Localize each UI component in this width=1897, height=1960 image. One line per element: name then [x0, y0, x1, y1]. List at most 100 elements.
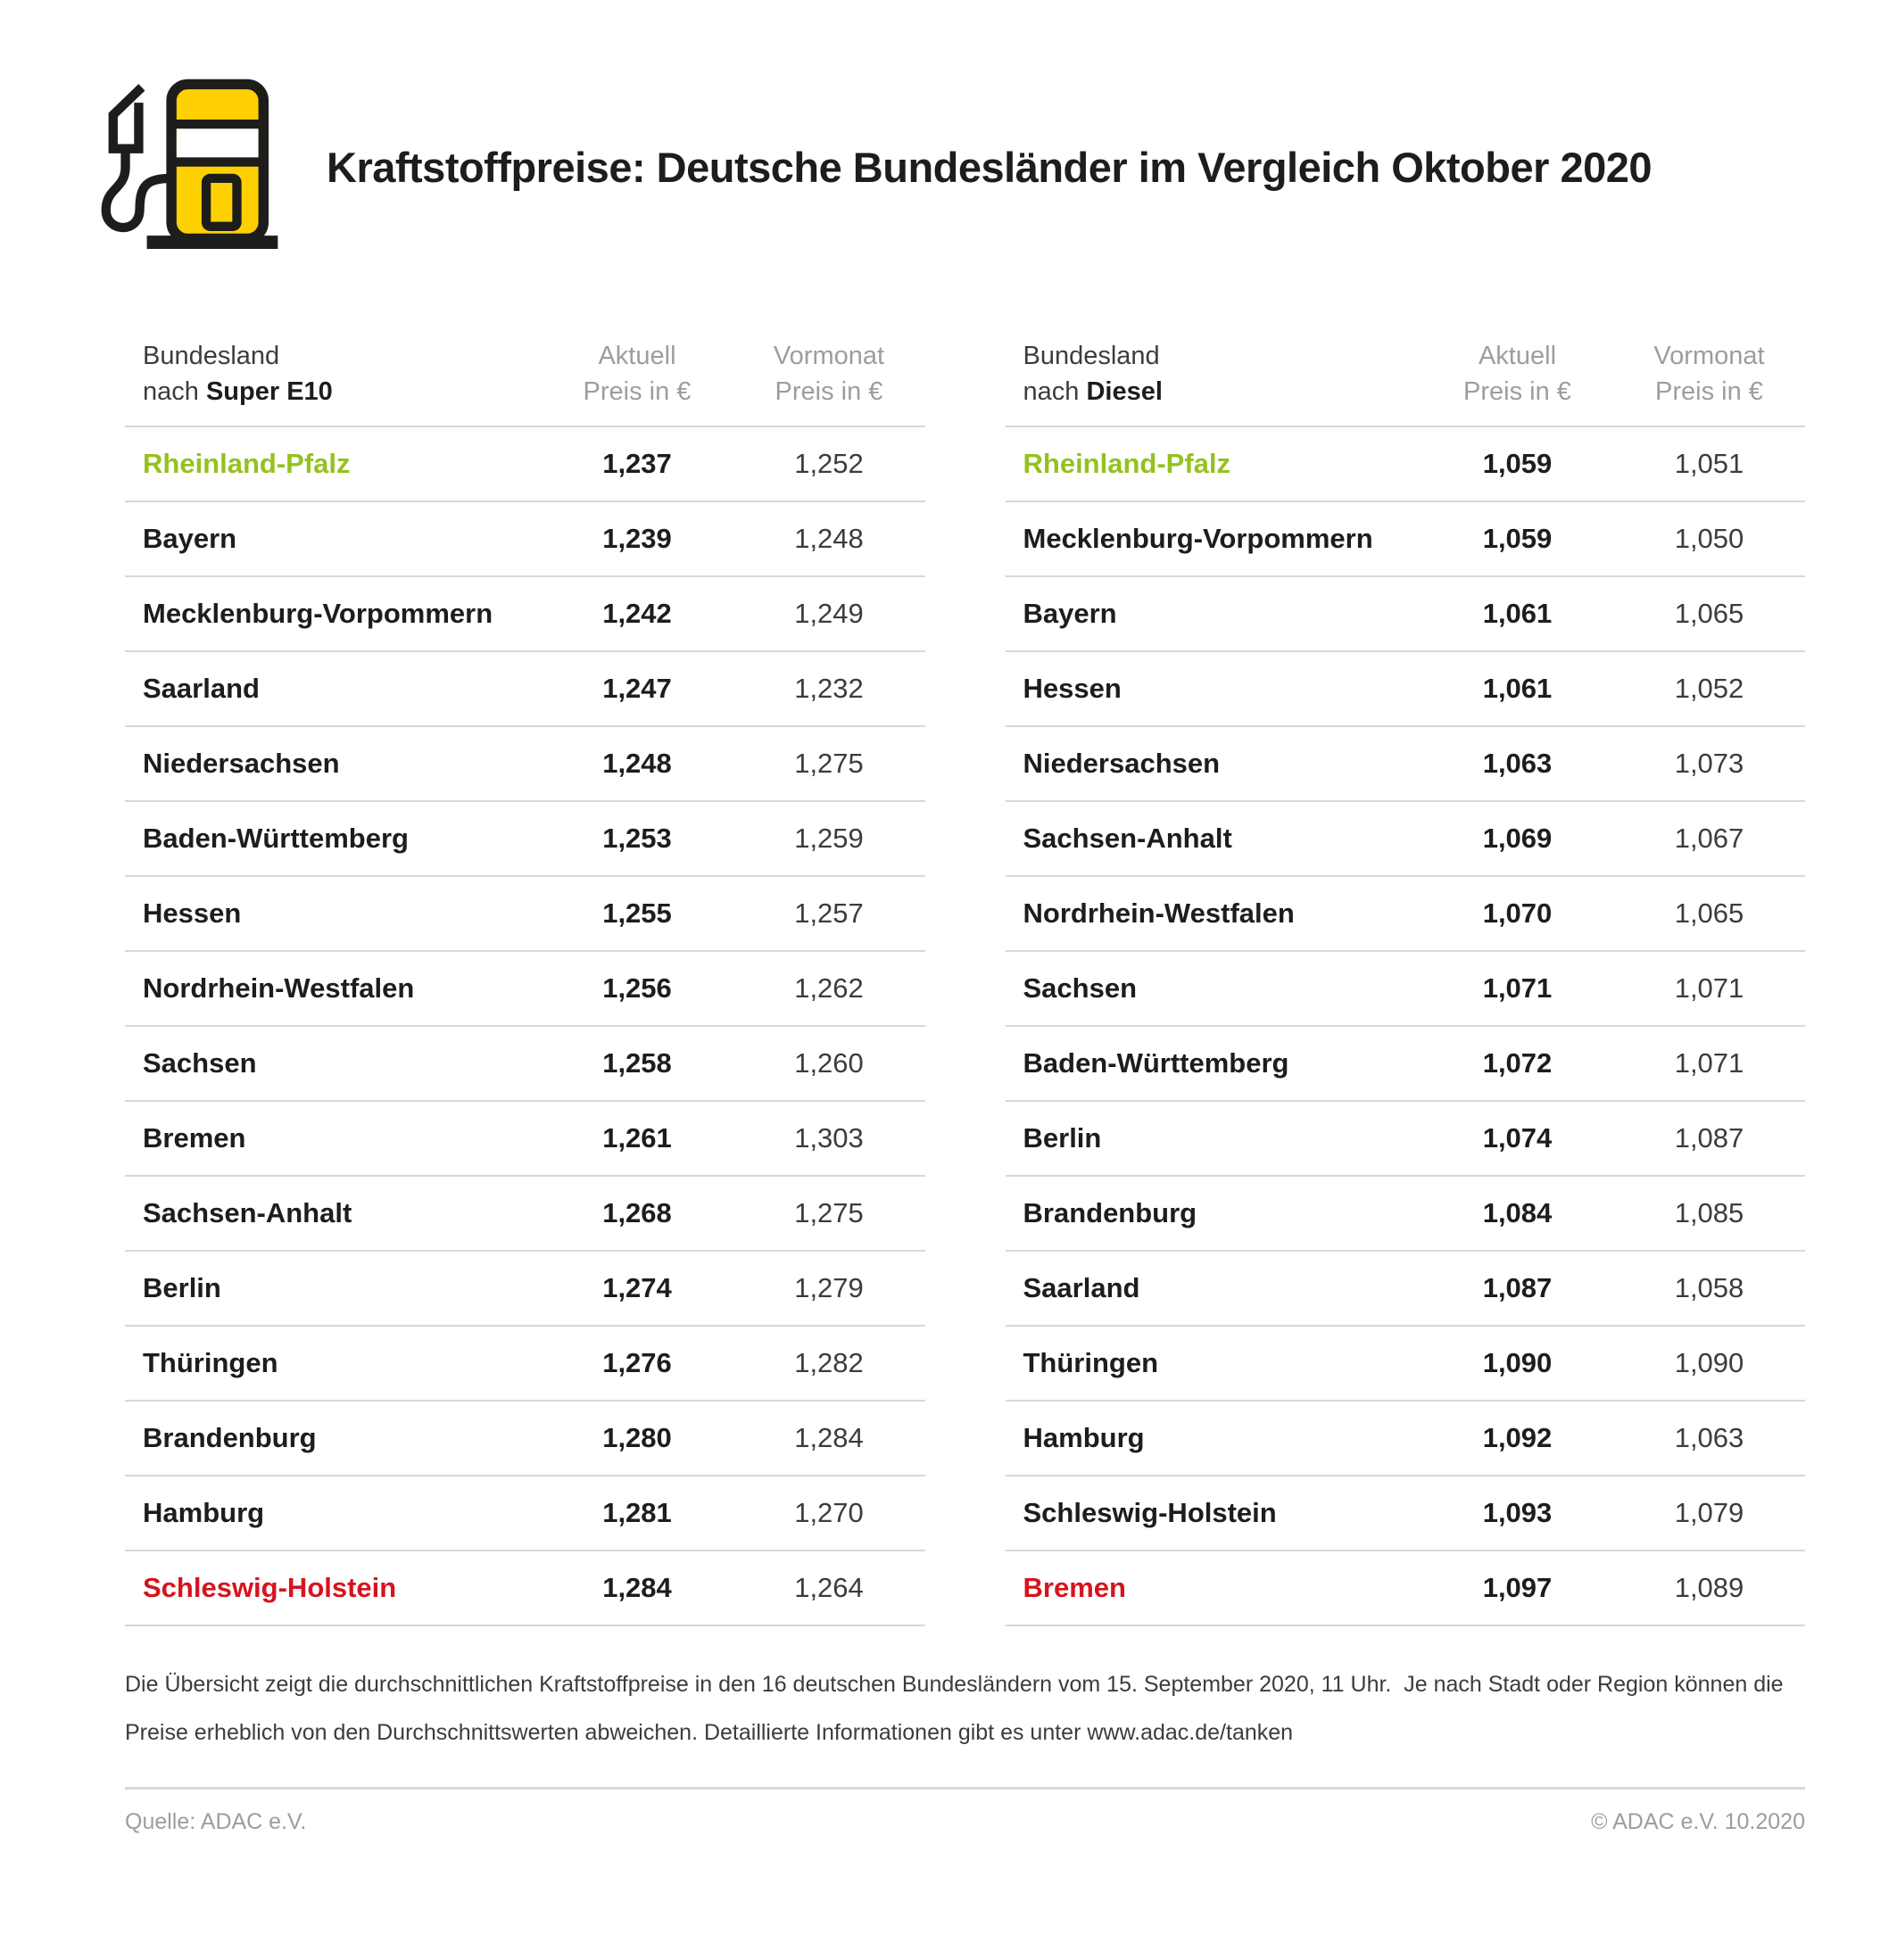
table-row: Thüringen 1,090 1,090	[1005, 1327, 1805, 1402]
row-vormonat-value: 1,257	[794, 897, 864, 929]
table-diesel-body: Rheinland-Pfalz 1,059 1,051 Mecklenburg-…	[1005, 427, 1805, 1626]
table-row: Hamburg 1,281 1,270	[125, 1476, 925, 1551]
row-aktuell-value: 1,087	[1482, 1272, 1553, 1303]
row-aktuell-value: 1,247	[602, 673, 672, 704]
row-aktuell-value: 1,258	[602, 1047, 672, 1079]
row-aktuell-value: 1,061	[1482, 673, 1553, 704]
row-vormonat-value: 1,262	[794, 972, 864, 1004]
row-aktuell-value: 1,059	[1482, 448, 1553, 479]
row-vormonat-value: 1,279	[794, 1272, 864, 1303]
copyright-label: © ADAC e.V. 10.2020	[1591, 1809, 1805, 1834]
row-vormonat-value: 1,282	[794, 1347, 864, 1378]
column-header-aktuell: Aktuell Preis in €	[583, 342, 692, 406]
row-vormonat-value: 1,058	[1674, 1272, 1744, 1303]
footnote-line2: Preise erheblich von den Durchschnittswe…	[125, 1720, 1294, 1745]
row-vormonat-value: 1,270	[794, 1497, 864, 1528]
row-aktuell-value: 1,074	[1482, 1122, 1553, 1154]
table-row: Sachsen 1,071 1,071	[1005, 952, 1805, 1027]
row-vormonat-value: 1,275	[794, 748, 864, 779]
row-vormonat-value: 1,232	[794, 673, 864, 704]
table-row: Berlin 1,274 1,279	[125, 1252, 925, 1327]
row-vormonat-value: 1,071	[1674, 1047, 1744, 1079]
column-header-vormonat: Vormonat Preis in €	[773, 342, 885, 406]
table-row: Berlin 1,074 1,087	[1005, 1102, 1805, 1177]
row-bundesland: Sachsen-Anhalt	[143, 1197, 352, 1228]
row-aktuell-value: 1,242	[602, 598, 672, 629]
table-row: Niedersachsen 1,063 1,073	[1005, 727, 1805, 802]
row-bundesland: Hamburg	[1023, 1422, 1145, 1453]
row-vormonat-value: 1,090	[1674, 1347, 1744, 1378]
table-row: Nordrhein-Westfalen 1,070 1,065	[1005, 877, 1805, 952]
row-bundesland: Nordrhein-Westfalen	[1023, 897, 1295, 929]
column-header-aktuell: Aktuell Preis in €	[1463, 342, 1571, 406]
row-vormonat-value: 1,284	[794, 1422, 864, 1453]
table-row: Hessen 1,255 1,257	[125, 877, 925, 952]
table-row: Brandenburg 1,280 1,284	[125, 1402, 925, 1476]
row-aktuell-value: 1,061	[1482, 598, 1553, 629]
row-vormonat-value: 1,248	[794, 523, 864, 554]
row-bundesland: Brandenburg	[143, 1422, 317, 1453]
row-aktuell-value: 1,069	[1482, 823, 1553, 854]
row-bundesland: Rheinland-Pfalz	[143, 448, 351, 479]
row-vormonat-value: 1,252	[794, 448, 864, 479]
row-bundesland: Berlin	[1023, 1122, 1102, 1154]
row-aktuell-value: 1,281	[602, 1497, 672, 1528]
column-header-bundesland: Bundesland nach Diesel	[1023, 342, 1163, 406]
row-bundesland: Bremen	[143, 1122, 246, 1154]
row-bundesland: Mecklenburg-Vorpommern	[143, 598, 493, 629]
row-vormonat-value: 1,079	[1674, 1497, 1744, 1528]
column-header-bundesland: Bundesland nach Super E10	[143, 342, 333, 406]
column-header-vormonat: Vormonat Preis in €	[1653, 342, 1765, 406]
row-bundesland: Baden-Württemberg	[143, 823, 409, 854]
footer: Quelle: ADAC e.V. © ADAC e.V. 10.2020	[125, 1809, 1805, 1835]
row-vormonat-value: 1,067	[1674, 823, 1744, 854]
row-aktuell-value: 1,071	[1482, 972, 1553, 1004]
row-bundesland: Hessen	[143, 897, 242, 929]
row-aktuell-value: 1,248	[602, 748, 672, 779]
row-vormonat-value: 1,051	[1674, 448, 1744, 479]
row-bundesland: Niedersachsen	[1023, 748, 1221, 779]
row-aktuell-value: 1,239	[602, 523, 672, 554]
table-super-e10-header: Bundesland nach Super E10 Aktuell Preis …	[125, 338, 925, 427]
row-vormonat-value: 1,073	[1674, 748, 1744, 779]
table-super-e10-body: Rheinland-Pfalz 1,237 1,252 Bayern 1,239…	[125, 427, 925, 1626]
row-vormonat-value: 1,087	[1674, 1122, 1744, 1154]
table-row: Rheinland-Pfalz 1,059 1,051	[1005, 427, 1805, 502]
row-vormonat-value: 1,052	[1674, 673, 1744, 704]
row-aktuell-value: 1,090	[1482, 1347, 1553, 1378]
row-bundesland: Nordrhein-Westfalen	[143, 972, 415, 1004]
table-row: Bayern 1,239 1,248	[125, 502, 925, 577]
footnote: Die Übersicht zeigt die durchschnittlich…	[125, 1660, 1805, 1757]
row-aktuell-value: 1,063	[1482, 748, 1553, 779]
row-vormonat-value: 1,275	[794, 1197, 864, 1228]
row-bundesland: Bayern	[143, 523, 237, 554]
row-vormonat-value: 1,071	[1674, 972, 1744, 1004]
table-row: Sachsen-Anhalt 1,268 1,275	[125, 1177, 925, 1252]
row-bundesland: Brandenburg	[1023, 1197, 1197, 1228]
row-vormonat-value: 1,085	[1674, 1197, 1744, 1228]
row-vormonat-value: 1,063	[1674, 1422, 1744, 1453]
row-bundesland: Sachsen	[1023, 972, 1138, 1004]
row-vormonat-value: 1,089	[1674, 1572, 1744, 1603]
row-aktuell-value: 1,256	[602, 972, 672, 1004]
row-bundesland: Saarland	[143, 673, 260, 704]
table-row: Brandenburg 1,084 1,085	[1005, 1177, 1805, 1252]
row-bundesland: Niedersachsen	[143, 748, 340, 779]
row-bundesland: Hamburg	[143, 1497, 265, 1528]
table-row: Bremen 1,261 1,303	[125, 1102, 925, 1177]
row-vormonat-value: 1,260	[794, 1047, 864, 1079]
table-row: Hessen 1,061 1,052	[1005, 652, 1805, 727]
table-row: Rheinland-Pfalz 1,237 1,252	[125, 427, 925, 502]
row-bundesland: Mecklenburg-Vorpommern	[1023, 523, 1373, 554]
table-row: Baden-Württemberg 1,253 1,259	[125, 802, 925, 877]
row-bundesland: Thüringen	[1023, 1347, 1159, 1378]
row-aktuell-value: 1,084	[1482, 1197, 1553, 1228]
table-diesel-header: Bundesland nach Diesel Aktuell Preis in …	[1005, 338, 1805, 427]
row-bundesland: Schleswig-Holstein	[1023, 1497, 1277, 1528]
source-label: Quelle: ADAC e.V.	[125, 1809, 307, 1834]
page-title: Kraftstoffpreise: Deutsche Bundesländer …	[327, 144, 1653, 191]
row-aktuell-value: 1,237	[602, 448, 672, 479]
row-vormonat-value: 1,303	[794, 1122, 864, 1154]
table-row: Baden-Württemberg 1,072 1,071	[1005, 1027, 1805, 1102]
row-aktuell-value: 1,092	[1482, 1422, 1553, 1453]
